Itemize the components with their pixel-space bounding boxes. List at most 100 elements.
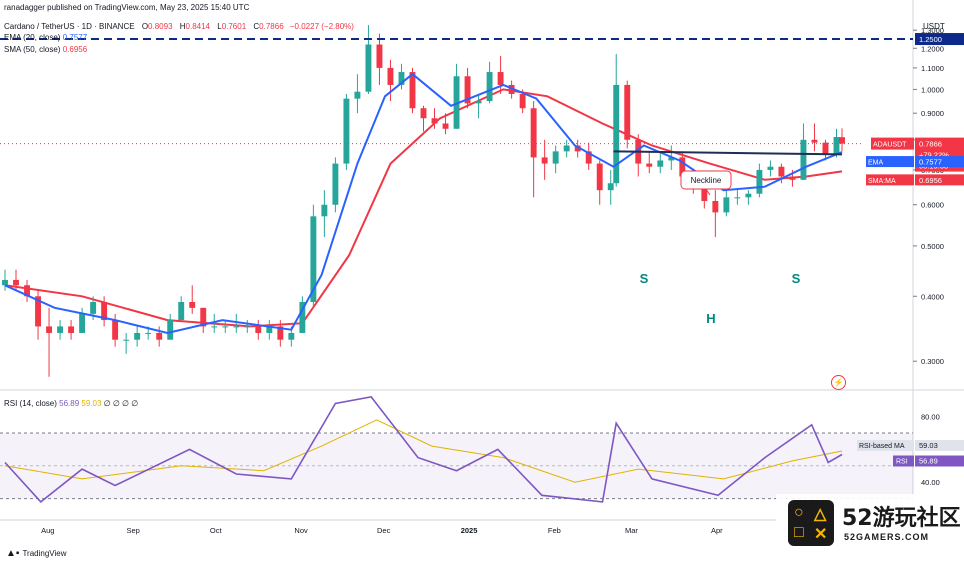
ohlc-low: 0.7601 bbox=[221, 22, 247, 31]
sma-legend-label: SMA (50, close) bbox=[4, 45, 61, 54]
rsi-ma-badge-box bbox=[857, 439, 914, 451]
symbol-ohlc-line: Cardano / TetherUS · 1D · BINANCE O0.809… bbox=[4, 22, 354, 31]
neckline-callout-pointer bbox=[705, 188, 711, 196]
candle-body bbox=[800, 139, 807, 180]
time-tick-label: Apr bbox=[711, 526, 723, 535]
candle-body bbox=[431, 118, 438, 124]
price-axis: 0.30000.40000.50000.60000.70000.80000.90… bbox=[857, 26, 964, 487]
candle-body bbox=[442, 123, 449, 129]
candle-body bbox=[222, 326, 229, 328]
time-tick-label: Feb bbox=[548, 526, 561, 535]
candle-body bbox=[365, 44, 372, 92]
candle-body bbox=[420, 108, 427, 119]
candle-body bbox=[668, 157, 675, 161]
price-tick-label: 1.0000 bbox=[921, 85, 944, 94]
time-axis: AugSepOctNovDec2025FebMarAprMay bbox=[41, 526, 807, 535]
time-tick-label: 2025 bbox=[461, 526, 478, 535]
time-tick-label: Aug bbox=[41, 526, 54, 535]
ema-badge-value-box bbox=[915, 156, 964, 168]
s-right-label: S bbox=[792, 271, 801, 286]
candle-body bbox=[321, 204, 328, 217]
level-badge-box bbox=[915, 33, 964, 46]
tv-mark-icon: ▲▪ bbox=[6, 548, 20, 559]
ema-legend-value: 0.7577 bbox=[62, 33, 88, 42]
candle-body bbox=[57, 326, 64, 333]
candle-body bbox=[596, 163, 603, 191]
ema-legend[interactable]: EMA (20, close) 0.7577 bbox=[4, 33, 87, 42]
candle-body bbox=[332, 163, 339, 205]
candle-body bbox=[756, 169, 763, 194]
candle-body bbox=[2, 279, 8, 286]
ema-badge-value: 0.7577 bbox=[919, 158, 942, 167]
candle-body bbox=[156, 332, 163, 340]
candle-body bbox=[822, 142, 829, 155]
candle-body bbox=[134, 332, 141, 340]
rsi-legend-label: RSI (14, close) bbox=[4, 399, 57, 408]
sma-badge-label-box bbox=[866, 174, 914, 186]
price-symbol: ADAUSDT bbox=[873, 142, 907, 149]
rsi-badge-value: 56.89 bbox=[919, 457, 938, 466]
ema-badge-label-box bbox=[866, 156, 914, 168]
rsi-ma-legend-value: 59.03 bbox=[81, 399, 102, 408]
candle-body bbox=[723, 197, 730, 213]
neckline-label: Neckline bbox=[691, 176, 722, 185]
rsi-badge-value-box bbox=[915, 455, 964, 467]
lightning-icon[interactable]: ⚡ bbox=[831, 375, 846, 390]
candle-body bbox=[46, 326, 53, 333]
time-tick-label: Oct bbox=[210, 526, 223, 535]
tradingview-logo[interactable]: ▲▪ TradingView bbox=[6, 548, 66, 559]
ohlc-high: 0.8414 bbox=[185, 22, 210, 31]
candle-body bbox=[833, 136, 840, 155]
price-value: 0.7866 bbox=[919, 140, 942, 149]
candle-body bbox=[789, 176, 796, 180]
candle-body bbox=[839, 137, 845, 144]
candle-body bbox=[167, 320, 174, 340]
rsi-panel bbox=[0, 396, 913, 503]
candle-body bbox=[145, 332, 152, 334]
rsi-legend[interactable]: RSI (14, close) 56.89 59.03 ∅ ∅ ∅ ∅ bbox=[4, 399, 138, 408]
candle-body bbox=[387, 67, 394, 85]
ema-legend-label: EMA (20, close) bbox=[4, 33, 61, 42]
price-tick-label: 0.9000 bbox=[921, 109, 944, 118]
rsi-badge-box bbox=[893, 455, 914, 467]
watermark-logo-icon: ○ △ □ ✕ bbox=[788, 500, 834, 546]
candle-body bbox=[299, 301, 306, 333]
price-tick-label: 1.3000 bbox=[921, 26, 944, 35]
ohlc-close: 0.7866 bbox=[259, 22, 284, 31]
candle-body bbox=[585, 151, 592, 164]
sma-legend[interactable]: SMA (50, close) 0.6956 bbox=[4, 45, 87, 54]
candle-body bbox=[778, 166, 785, 177]
candle-body bbox=[701, 186, 708, 202]
price-change: +79.22% bbox=[919, 151, 949, 160]
overlays: Neckline S H S bbox=[0, 38, 913, 326]
h-label: H bbox=[706, 311, 715, 326]
candle-body bbox=[679, 157, 686, 177]
ohlc-low-label: L bbox=[217, 22, 222, 31]
currency-label: USDT bbox=[923, 22, 945, 31]
ema-badge-label: EMA bbox=[868, 160, 884, 167]
price-tick-label: 0.3000 bbox=[921, 357, 944, 366]
candle-body bbox=[255, 326, 262, 333]
rsi-path bbox=[4, 396, 843, 503]
candle-body bbox=[101, 301, 108, 321]
candle-body bbox=[409, 72, 416, 109]
sma-legend-value: 0.6956 bbox=[62, 45, 88, 54]
neckline-line bbox=[613, 150, 843, 156]
candle-body bbox=[112, 320, 119, 340]
published-line: ranadagger published on TradingView.com,… bbox=[4, 3, 250, 12]
candle-body bbox=[68, 326, 75, 333]
sma-badge-value: 0.6956 bbox=[919, 176, 942, 185]
candle-body bbox=[178, 301, 185, 321]
candle-body bbox=[464, 76, 471, 104]
candle-body bbox=[354, 91, 361, 99]
tradingview-brand: TradingView bbox=[22, 549, 67, 558]
candle-body bbox=[811, 139, 818, 143]
candle-body bbox=[530, 108, 537, 158]
rsi-ma-path bbox=[4, 419, 843, 483]
candle-body bbox=[288, 332, 295, 340]
rsi-badge-label: RSI bbox=[896, 459, 908, 466]
rsi-ma-badge-value-box bbox=[915, 439, 964, 451]
candle-body bbox=[13, 279, 19, 286]
rsi-ma-badge-value: 59.03 bbox=[919, 441, 938, 450]
